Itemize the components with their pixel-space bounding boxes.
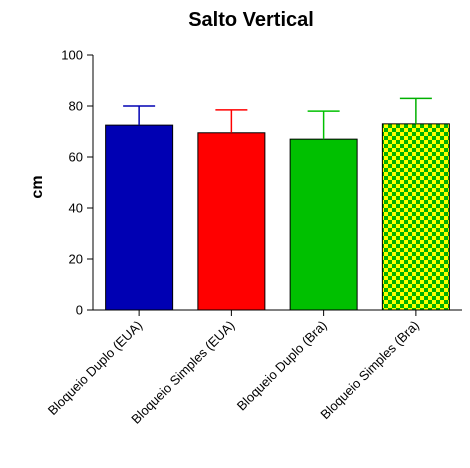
- bar-4: [381, 123, 450, 311]
- y-ticks-group: 0 20 40 60 80 100: [61, 48, 93, 318]
- axes-group: [92, 55, 462, 316]
- x-labels-group: Bloqueio Duplo (EUA)Bloqueio Simples (EU…: [45, 318, 422, 427]
- error-bars-group: [123, 97, 432, 140]
- chart-title: Salto Vertical: [188, 9, 314, 31]
- x-tick-label-1: Bloqueio Duplo (EUA): [45, 318, 146, 419]
- x-tick-label-3: Bloqueio Duplo (Bra): [234, 318, 330, 414]
- bar-1: [105, 124, 174, 311]
- y-tick-label-60: 60: [69, 150, 83, 165]
- bars-group: [105, 123, 450, 311]
- x-tick-label-4: Bloqueio Simples (Bra): [317, 318, 422, 423]
- y-tick-label-80: 80: [69, 99, 83, 114]
- y-axis-label: cm: [29, 175, 46, 198]
- y-tick-label-20: 20: [69, 252, 83, 267]
- y-tick-label-40: 40: [69, 201, 83, 216]
- bar-2: [197, 132, 266, 311]
- x-tick-label-2: Bloqueio Simples (EUA): [128, 318, 237, 427]
- bar-3: [289, 138, 358, 311]
- y-tick-label-100: 100: [61, 48, 83, 63]
- y-tick-label-0: 0: [76, 303, 83, 318]
